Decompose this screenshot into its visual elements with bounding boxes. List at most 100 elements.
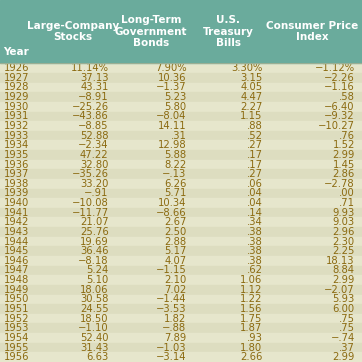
Text: 25.76: 25.76	[80, 227, 109, 237]
Bar	[0, 92, 362, 102]
Text: 2.66: 2.66	[240, 352, 262, 362]
Text: −1.10: −1.10	[78, 323, 109, 333]
Text: .88: .88	[247, 121, 262, 131]
Text: 1941: 1941	[4, 208, 29, 218]
Text: 1930: 1930	[4, 102, 29, 112]
Text: .38: .38	[247, 237, 262, 247]
Text: 9.03: 9.03	[333, 217, 355, 227]
Text: 1939: 1939	[4, 188, 29, 198]
Text: −10.27: −10.27	[318, 121, 355, 131]
Text: .06: .06	[247, 179, 262, 189]
Bar	[0, 169, 362, 179]
Text: −25.26: −25.26	[71, 102, 109, 112]
Text: −2.26: −2.26	[324, 73, 355, 83]
Text: −2.34: −2.34	[78, 140, 109, 150]
Text: −10.08: −10.08	[72, 198, 109, 208]
Text: −8.66: −8.66	[156, 208, 186, 218]
Text: 6.63: 6.63	[87, 352, 109, 362]
Text: .00: .00	[339, 188, 355, 198]
Bar	[0, 227, 362, 237]
Text: .38: .38	[247, 227, 262, 237]
Text: 1.52: 1.52	[332, 140, 355, 150]
Text: 1943: 1943	[4, 227, 29, 237]
Text: .75: .75	[339, 323, 355, 333]
Text: 1926: 1926	[4, 63, 29, 73]
Text: 7.89: 7.89	[164, 333, 186, 343]
Text: 1933: 1933	[4, 131, 29, 140]
Text: 1955: 1955	[4, 342, 29, 353]
Bar	[0, 275, 362, 285]
Bar	[0, 218, 362, 227]
Text: 2.30: 2.30	[333, 237, 355, 247]
Bar	[0, 295, 362, 304]
Text: Consumer Price
Index: Consumer Price Index	[266, 21, 358, 42]
Text: 5.71: 5.71	[164, 188, 186, 198]
Text: 9.93: 9.93	[333, 208, 355, 218]
Text: 1953: 1953	[4, 323, 29, 333]
Text: 1.12: 1.12	[240, 285, 262, 295]
Text: .75: .75	[339, 313, 355, 324]
Text: 6.26: 6.26	[164, 179, 186, 189]
Text: 4.47: 4.47	[240, 92, 262, 102]
Text: Large-Company
Stocks: Large-Company Stocks	[27, 21, 119, 42]
Text: 11.14%: 11.14%	[71, 63, 109, 73]
Bar	[0, 256, 362, 266]
Text: 4.07: 4.07	[164, 256, 186, 266]
Text: 1946: 1946	[4, 256, 29, 266]
Text: 32.80: 32.80	[80, 160, 109, 169]
Text: −2.78: −2.78	[324, 179, 355, 189]
Text: 2.50: 2.50	[164, 227, 186, 237]
Text: 18.50: 18.50	[80, 313, 109, 324]
Text: 1927: 1927	[4, 73, 29, 83]
Text: 1934: 1934	[4, 140, 29, 150]
Text: 3.30%: 3.30%	[231, 63, 262, 73]
Text: 1949: 1949	[4, 285, 29, 295]
Text: 1931: 1931	[4, 111, 29, 121]
Text: .38: .38	[247, 256, 262, 266]
Text: −.88: −.88	[162, 323, 186, 333]
Text: 5.23: 5.23	[164, 92, 186, 102]
Text: 43.31: 43.31	[80, 83, 109, 92]
Text: −.91: −.91	[84, 188, 109, 198]
Text: 18.06: 18.06	[80, 285, 109, 295]
Text: 8.84: 8.84	[333, 265, 355, 275]
Bar	[0, 343, 362, 352]
Text: −1.16: −1.16	[324, 83, 355, 92]
Text: 2.27: 2.27	[240, 102, 262, 112]
Bar	[0, 198, 362, 208]
Bar	[0, 333, 362, 343]
Text: .27: .27	[247, 169, 262, 179]
Text: .93: .93	[247, 333, 262, 343]
Text: 1942: 1942	[4, 217, 29, 227]
Text: 1928: 1928	[4, 83, 29, 92]
Text: 2.88: 2.88	[164, 237, 186, 247]
Text: 2.99: 2.99	[332, 352, 355, 362]
Text: 3.15: 3.15	[240, 73, 262, 83]
Bar	[0, 304, 362, 314]
Bar	[0, 150, 362, 160]
Text: −8.91: −8.91	[78, 92, 109, 102]
Text: 10.34: 10.34	[158, 198, 186, 208]
Text: 21.07: 21.07	[80, 217, 109, 227]
Text: 1948: 1948	[4, 275, 29, 285]
Text: 8.22: 8.22	[164, 160, 186, 169]
Text: .76: .76	[339, 131, 355, 140]
Text: .37: .37	[339, 342, 355, 353]
Text: 1945: 1945	[4, 246, 29, 256]
Text: 1929: 1929	[4, 92, 29, 102]
Text: 52.88: 52.88	[80, 131, 109, 140]
Text: .52: .52	[247, 131, 262, 140]
Bar	[0, 179, 362, 189]
Text: 1932: 1932	[4, 121, 29, 131]
Text: −1.12%: −1.12%	[315, 63, 355, 73]
Bar	[0, 102, 362, 111]
Text: 5.93: 5.93	[333, 294, 355, 304]
Text: .31: .31	[171, 131, 186, 140]
Text: 1947: 1947	[4, 265, 29, 275]
Text: 4.05: 4.05	[240, 83, 262, 92]
Text: 2.96: 2.96	[332, 227, 355, 237]
Text: 1.56: 1.56	[240, 304, 262, 314]
Text: .58: .58	[339, 92, 355, 102]
Bar	[0, 237, 362, 247]
Bar	[0, 111, 362, 121]
